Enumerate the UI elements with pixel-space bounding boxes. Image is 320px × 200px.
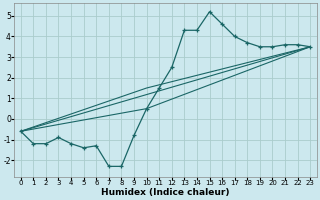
X-axis label: Humidex (Indice chaleur): Humidex (Indice chaleur) (101, 188, 230, 197)
